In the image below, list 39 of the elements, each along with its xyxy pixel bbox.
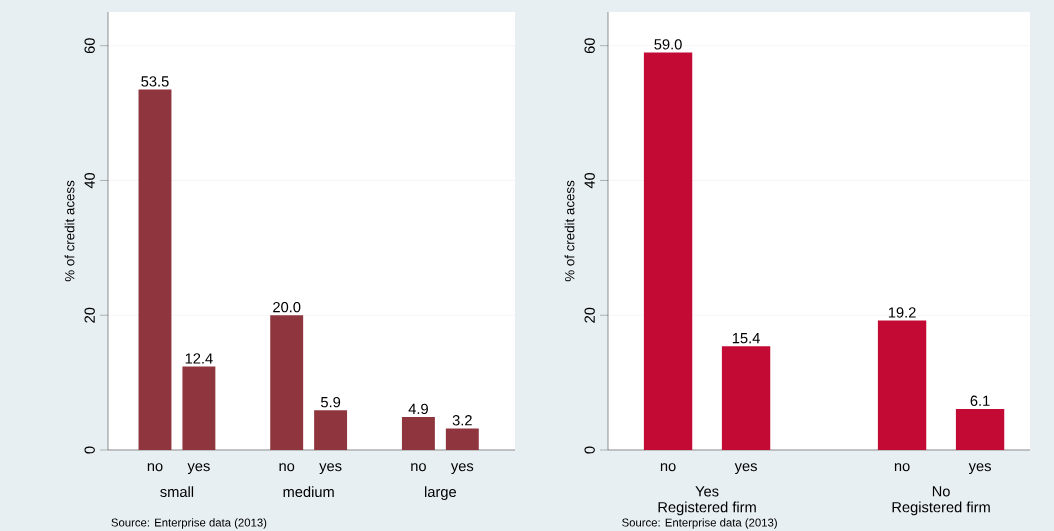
- text: medium: [283, 486, 334, 498]
- source-note: Source: Enterprise data (2013): [111, 518, 267, 529]
- data-label: 19.2: [888, 307, 916, 318]
- y-tick-label: 0: [84, 446, 95, 454]
- data-label: 12.4: [185, 353, 213, 364]
- data-label: 6.1: [970, 395, 990, 406]
- y-tick-label: 40: [84, 172, 95, 189]
- data-label: 53.5: [141, 76, 169, 87]
- text: small: [160, 486, 194, 498]
- text: Registered firm: [658, 501, 756, 516]
- text: No: [932, 486, 950, 497]
- data-label: 3.2: [452, 415, 472, 426]
- data-label: 15.4: [732, 333, 760, 344]
- data-label: 59.0: [654, 39, 682, 50]
- text: Yes: [695, 486, 719, 497]
- x-tick-label: no: [660, 463, 676, 472]
- x-tick-label: yes: [734, 463, 757, 475]
- x-tick-label: yes: [319, 463, 342, 475]
- y-axis-title: % of credit acess: [64, 180, 75, 282]
- x-tick-label: no: [894, 463, 910, 472]
- y-tick-label: 60: [84, 38, 95, 54]
- y-tick-label: 20: [84, 307, 95, 323]
- source-note: Source: Enterprise data (2013): [622, 518, 777, 529]
- x-tick-label: no: [147, 463, 163, 472]
- x-tick-label: yes: [187, 463, 210, 475]
- data-label: 4.9: [408, 403, 428, 415]
- x-tick-label: yes: [968, 463, 991, 475]
- x-tick-label: no: [411, 463, 426, 472]
- x-tick-label: yes: [450, 463, 474, 475]
- x-tick-label: no: [279, 463, 295, 472]
- data-label: 20.0: [273, 301, 301, 313]
- text: Registered firm: [892, 501, 990, 516]
- data-label: 5.9: [320, 396, 341, 408]
- y-tick-label: 40: [584, 172, 595, 189]
- y-axis-title: % of credit acess: [564, 180, 575, 282]
- text: large: [425, 486, 457, 500]
- y-tick-label: 60: [584, 38, 595, 54]
- y-tick-label: 0: [584, 446, 595, 454]
- y-tick-label: 20: [584, 307, 595, 323]
